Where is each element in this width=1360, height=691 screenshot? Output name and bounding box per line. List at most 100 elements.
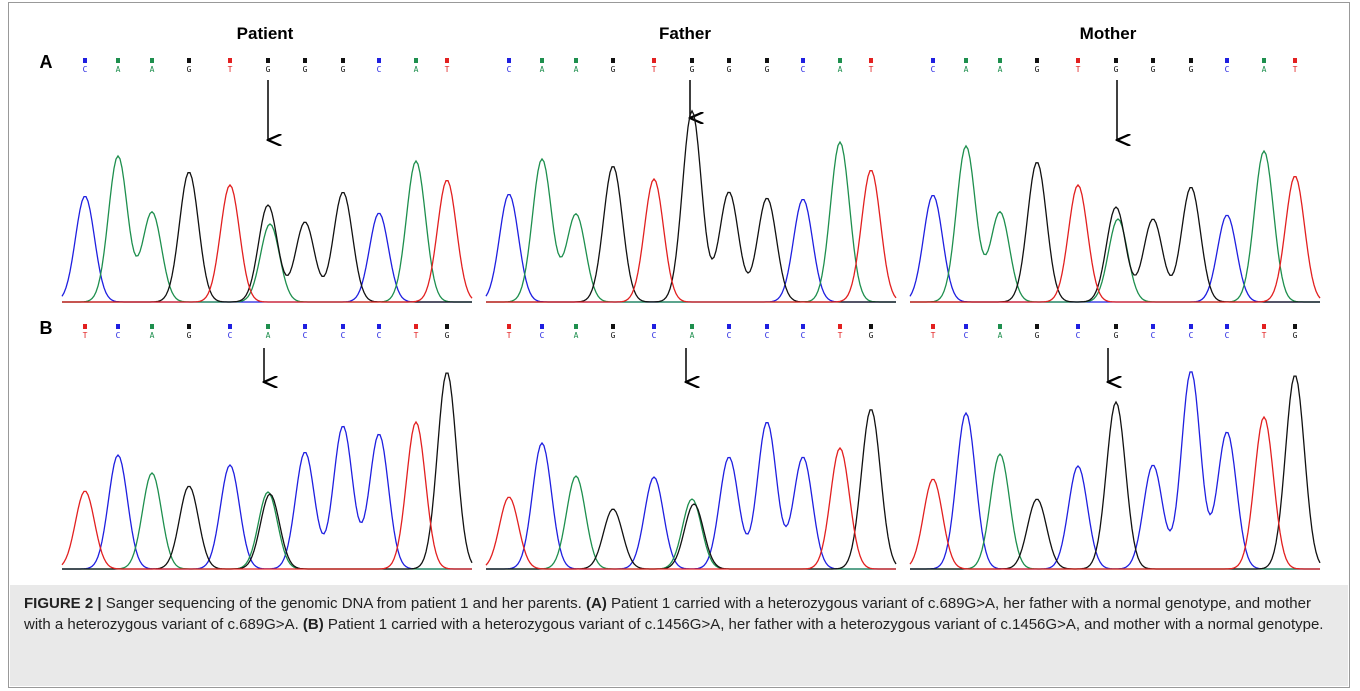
base-letter: C — [83, 65, 88, 74]
base-letter: C — [116, 331, 121, 340]
base-letter: C — [341, 331, 346, 340]
base-letter: A — [838, 65, 843, 74]
base-letter: C — [377, 331, 382, 340]
base-letter: C — [1225, 65, 1230, 74]
trace — [62, 181, 472, 302]
base-marker — [507, 58, 511, 63]
base-letter: C — [303, 331, 308, 340]
trace — [486, 111, 896, 302]
base-letter: C — [652, 331, 657, 340]
base-marker — [266, 58, 270, 63]
row-label: B — [40, 318, 53, 338]
base-marker — [838, 58, 842, 63]
trace — [486, 476, 896, 569]
caption-text: FIGURE 2 | — [24, 595, 102, 612]
base-letter: G — [611, 331, 616, 340]
base-letter: G — [765, 65, 770, 74]
caption-text: (A) — [586, 595, 607, 612]
base-marker — [266, 324, 270, 329]
base-letter: A — [266, 331, 271, 340]
base-marker — [150, 324, 154, 329]
base-marker — [727, 324, 731, 329]
base-letter: G — [303, 65, 308, 74]
trace — [62, 197, 472, 302]
base-letter: A — [150, 331, 155, 340]
base-marker — [540, 58, 544, 63]
base-marker — [1076, 324, 1080, 329]
base-letter: C — [228, 331, 233, 340]
base-marker — [1035, 58, 1039, 63]
trace — [62, 156, 472, 302]
base-letter: T — [445, 65, 450, 74]
base-marker — [1151, 324, 1155, 329]
base-letter: G — [1035, 331, 1040, 340]
caption-text: Sanger sequencing of the genomic DNA fro… — [102, 595, 586, 612]
base-marker — [1114, 324, 1118, 329]
base-marker — [765, 324, 769, 329]
base-marker — [1262, 324, 1266, 329]
base-letter: G — [445, 331, 450, 340]
base-marker — [116, 324, 120, 329]
base-marker — [303, 58, 307, 63]
trace — [910, 196, 1320, 302]
base-letter: G — [1151, 65, 1156, 74]
base-marker — [377, 58, 381, 63]
caption-text: (B) — [303, 616, 324, 633]
base-letter: C — [801, 331, 806, 340]
base-marker — [83, 58, 87, 63]
column-title: Father — [659, 24, 711, 43]
base-letter: C — [801, 65, 806, 74]
page: PatientFatherMotherACAAGTGGGCATCAAGTGGGC… — [0, 0, 1360, 691]
base-marker — [116, 58, 120, 63]
base-marker — [652, 324, 656, 329]
base-letter: C — [540, 331, 545, 340]
base-marker — [801, 324, 805, 329]
base-letter: C — [1151, 331, 1156, 340]
base-letter: A — [116, 65, 121, 74]
caption-text: Patient 1 carried with a heterozygous va… — [324, 616, 1324, 633]
base-letter: C — [727, 331, 732, 340]
base-marker — [574, 58, 578, 63]
base-letter: T — [228, 65, 233, 74]
base-marker — [150, 58, 154, 63]
base-marker — [228, 324, 232, 329]
base-marker — [187, 324, 191, 329]
base-marker — [611, 58, 615, 63]
base-marker — [611, 324, 615, 329]
base-marker — [801, 58, 805, 63]
base-letter: T — [507, 331, 512, 340]
base-marker — [187, 58, 191, 63]
base-letter: A — [150, 65, 155, 74]
base-marker — [83, 324, 87, 329]
base-letter: C — [377, 65, 382, 74]
base-letter: G — [1114, 331, 1119, 340]
base-letter: C — [765, 331, 770, 340]
base-letter: G — [1114, 65, 1119, 74]
base-marker — [1151, 58, 1155, 63]
base-marker — [1262, 58, 1266, 63]
base-marker — [690, 324, 694, 329]
trace — [486, 171, 896, 302]
base-letter: T — [1076, 65, 1081, 74]
base-marker — [540, 324, 544, 329]
base-marker — [838, 324, 842, 329]
trace — [910, 163, 1320, 302]
base-marker — [998, 58, 1002, 63]
base-letter: G — [187, 65, 192, 74]
base-marker — [1293, 324, 1297, 329]
base-letter: A — [574, 65, 579, 74]
base-letter: G — [611, 65, 616, 74]
base-marker — [1035, 324, 1039, 329]
base-marker — [574, 324, 578, 329]
trace — [910, 372, 1320, 569]
trace — [910, 177, 1320, 302]
base-letter: C — [1076, 331, 1081, 340]
base-letter: G — [1035, 65, 1040, 74]
base-letter: T — [931, 331, 936, 340]
base-letter: T — [652, 65, 657, 74]
base-letter: T — [1293, 65, 1298, 74]
base-marker — [765, 58, 769, 63]
base-letter: A — [414, 65, 419, 74]
base-letter: G — [727, 65, 732, 74]
base-marker — [652, 58, 656, 63]
